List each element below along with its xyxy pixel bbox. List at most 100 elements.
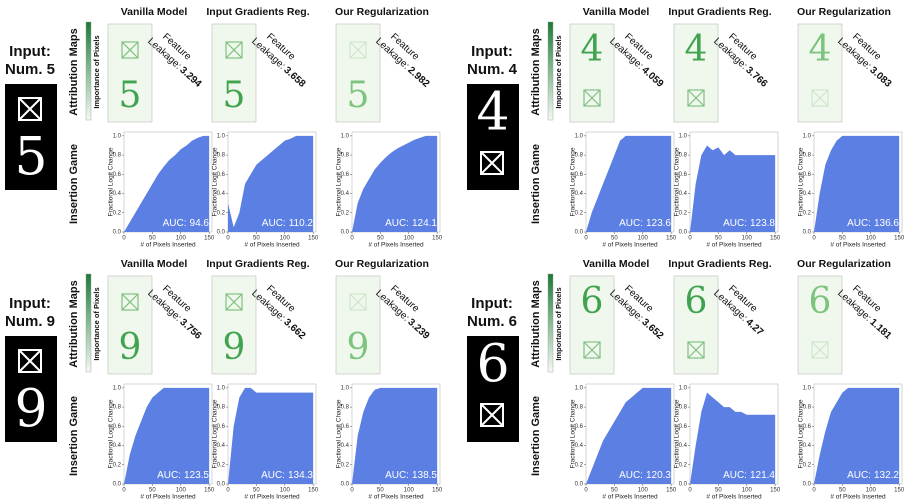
x-tick-label: 100 (280, 488, 291, 494)
x-tick-label: 50 (377, 236, 384, 242)
x-tick-label: 100 (176, 236, 187, 242)
auc-value: 110.2 (289, 218, 314, 229)
colorbar-label: Importance of Pixels (554, 35, 563, 108)
x-tick-label: 0 (226, 488, 230, 494)
column-header: Vanilla Model (583, 258, 650, 270)
x-tick-label: 100 (638, 236, 649, 242)
y-tick-label: 1.0 (113, 385, 122, 391)
leakage-value: 3.294 (178, 65, 204, 90)
feature-leakage: FeatureLeakage:1.181 (836, 278, 903, 342)
auc-value: 94.6 (190, 218, 210, 229)
x-tick-label: 50 (377, 488, 384, 494)
y-axis-label: Fractional Logit Change (570, 399, 577, 468)
auc: AUC:136.6 (847, 218, 899, 229)
y-tick-label: 0.0 (113, 230, 122, 236)
y-tick-label: 0.0 (803, 482, 812, 488)
column-header: Input Gradients Reg. (206, 258, 309, 270)
auc-value: 132.2 (874, 470, 899, 481)
y-tick-label: 1.0 (217, 385, 226, 391)
y-tick-label: 0.0 (803, 230, 812, 236)
y-axis-label: Fractional Logit Change (674, 399, 681, 468)
x-axis-label: # of Pixels Inserted (706, 494, 762, 501)
y-tick-label: 0.0 (217, 482, 226, 488)
row-label: Attribution Maps (530, 280, 542, 367)
x-tick-label: 50 (149, 488, 156, 494)
x-tick-label: 150 (204, 488, 215, 494)
x-tick-label: 0 (584, 236, 588, 242)
input-label: Input: (9, 295, 51, 312)
auc-label: AUC: (619, 218, 643, 229)
auc: AUC:121.4 (723, 470, 775, 481)
map-digit: 6 (685, 281, 708, 322)
x-tick-label: 0 (122, 236, 126, 242)
y-tick-label: 1.0 (679, 385, 688, 391)
auc: AUC:123.6 (619, 218, 671, 229)
auc-label: AUC: (619, 470, 643, 481)
x-axis-label: # of Pixels Inserted (244, 494, 300, 501)
auc-label: AUC: (261, 470, 285, 481)
leakage-value: 2.982 (406, 65, 432, 90)
x-axis-label: # of Pixels Inserted (368, 494, 424, 501)
x-tick-label: 150 (894, 488, 905, 494)
x-tick-label: 50 (715, 236, 722, 242)
y-tick-label: 0.0 (217, 230, 226, 236)
x-tick-label: 0 (350, 488, 354, 494)
x-tick-label: 100 (742, 236, 753, 242)
x-tick-label: 100 (638, 488, 649, 494)
map-digit: 6 (809, 281, 832, 322)
y-axis-label: Fractional Logit Change (570, 147, 577, 216)
x-tick-label: 50 (839, 236, 846, 242)
x-axis-label: # of Pixels Inserted (244, 242, 300, 249)
x-axis-label: # of Pixels Inserted (140, 494, 196, 501)
x-axis-label: # of Pixels Inserted (602, 494, 658, 501)
y-tick-label: 1.0 (217, 133, 226, 139)
leakage-value: 4.059 (640, 65, 666, 90)
x-tick-label: 150 (666, 236, 677, 242)
auc-label: AUC: (723, 470, 747, 481)
map-digit: 5 (223, 75, 246, 116)
auc-value: 124.1 (412, 218, 437, 229)
colorbar-label: Importance of Pixels (92, 287, 101, 360)
auc-value: 123.5 (184, 470, 209, 481)
y-tick-label: 1.0 (575, 385, 584, 391)
x-tick-label: 50 (611, 488, 618, 494)
column-header: Vanilla Model (121, 258, 188, 270)
x-tick-label: 150 (308, 236, 319, 242)
column-header: Input Gradients Reg. (668, 258, 771, 270)
y-tick-label: 1.0 (341, 385, 350, 391)
y-axis-label: Fractional Logit Change (674, 147, 681, 216)
y-tick-label: 0.0 (679, 230, 688, 236)
row-label: Insertion Game (68, 396, 80, 476)
input-digit: 4 (476, 83, 509, 143)
y-tick-label: 1.0 (803, 133, 812, 139)
y-axis-label: Fractional Logit Change (108, 147, 115, 216)
y-tick-label: 0.0 (575, 230, 584, 236)
column-header: Input Gradients Reg. (206, 6, 309, 18)
x-tick-label: 150 (308, 488, 319, 494)
feature-leakage: FeatureLeakage:4.059 (608, 26, 675, 90)
y-tick-label: 0.0 (341, 230, 350, 236)
y-tick-label: 1.0 (575, 133, 584, 139)
x-tick-label: 50 (715, 488, 722, 494)
colorbar (86, 22, 91, 120)
y-tick-label: 1.0 (803, 385, 812, 391)
x-tick-label: 150 (432, 236, 443, 242)
x-axis-label: # of Pixels Inserted (706, 242, 762, 249)
feature-leakage: FeatureLeakage:3.662 (250, 278, 317, 342)
x-tick-label: 0 (122, 488, 126, 494)
x-tick-label: 100 (866, 488, 877, 494)
x-tick-label: 100 (742, 488, 753, 494)
x-tick-label: 100 (176, 488, 187, 494)
x-tick-label: 50 (839, 488, 846, 494)
x-tick-label: 150 (666, 488, 677, 494)
auc-label: AUC: (157, 470, 181, 481)
x-tick-label: 0 (584, 488, 588, 494)
auc-value: 138.5 (412, 470, 437, 481)
x-tick-label: 100 (866, 236, 877, 242)
auc: AUC:132.2 (847, 470, 899, 481)
auc-label: AUC: (847, 218, 871, 229)
auc: AUC:124.1 (385, 218, 437, 229)
x-tick-label: 150 (770, 236, 781, 242)
x-axis-label: # of Pixels Inserted (602, 242, 658, 249)
y-tick-label: 0.0 (679, 482, 688, 488)
